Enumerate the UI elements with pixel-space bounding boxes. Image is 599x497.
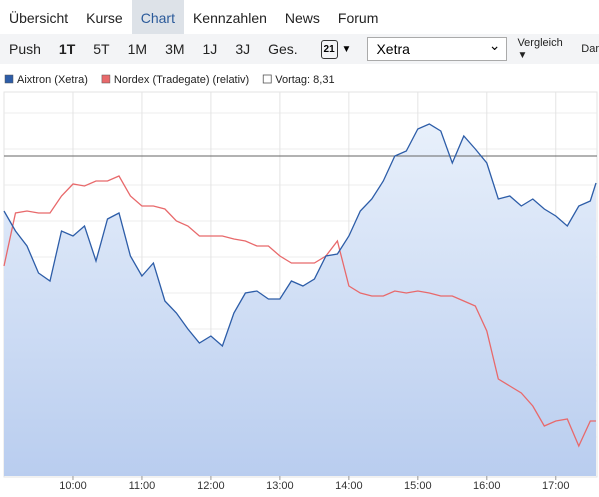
range-button[interactable]: Ges. (268, 41, 298, 57)
x-tick-label: 13:00 (266, 480, 294, 492)
tab[interactable]: Übersicht (9, 10, 69, 26)
legend-swatch (101, 74, 111, 84)
x-tick-label: 15:00 (404, 480, 432, 492)
compare-button[interactable]: Vergleich ▼ (517, 37, 563, 61)
legend-label: Vortag: 8,31 (275, 74, 334, 86)
display-button[interactable]: Dar (581, 43, 599, 55)
tab[interactable]: Kurse (86, 10, 123, 26)
toolbar: Push 1T 5T 1M 3M 1J 3J Ges. 21 ▼ Xetra ⌄ Vergleich ▼… (0, 34, 599, 64)
x-tick-label: 16:00 (473, 480, 501, 492)
range-button[interactable]: Push (9, 41, 41, 57)
range-button[interactable]: 3M (165, 41, 185, 57)
legend-label: Aixtron (Xetra) (17, 74, 88, 86)
dropdown-arrow: ▼ (517, 50, 528, 61)
dropdown-arrow: ▼ (341, 43, 352, 55)
tab[interactable]: News (284, 10, 320, 26)
range-button[interactable]: 1M (127, 41, 148, 57)
legend-swatch (4, 74, 14, 84)
calendar-button[interactable]: 21 (320, 39, 338, 59)
range-button[interactable]: 1T (58, 41, 76, 57)
range-button[interactable]: 3J (235, 41, 251, 57)
series-area (4, 124, 596, 476)
range-button[interactable]: 1J (202, 41, 218, 57)
chart: 10:00 11:00 12:00 13:00 14:00 15:00 16:00 17:00… (3, 74, 598, 492)
series-line (3, 175, 596, 448)
x-tick-label: 10:00 (59, 480, 87, 492)
x-tick-label: 11:00 (129, 480, 156, 492)
range-button[interactable]: 5T (93, 41, 110, 57)
tab[interactable]: Forum (337, 10, 379, 26)
tab[interactable]: Chart (131, 0, 184, 34)
series-line (3, 123, 597, 348)
legend-label: Nordex (Tradegate) (relativ) (114, 74, 249, 86)
tab[interactable]: Kennzahlen (192, 10, 267, 26)
exchange-select[interactable]: Xetra ⌄ (367, 37, 508, 61)
x-tick-label: 17:00 (542, 480, 570, 492)
select-arrow: ⌄ (488, 37, 501, 53)
legend-swatch (262, 74, 272, 84)
tabs: Übersicht Kurse Chart Kennzahlen News Forum (0, 0, 599, 34)
x-tick-label: 12:00 (197, 480, 225, 492)
x-tick-label: 14:00 (335, 480, 363, 492)
